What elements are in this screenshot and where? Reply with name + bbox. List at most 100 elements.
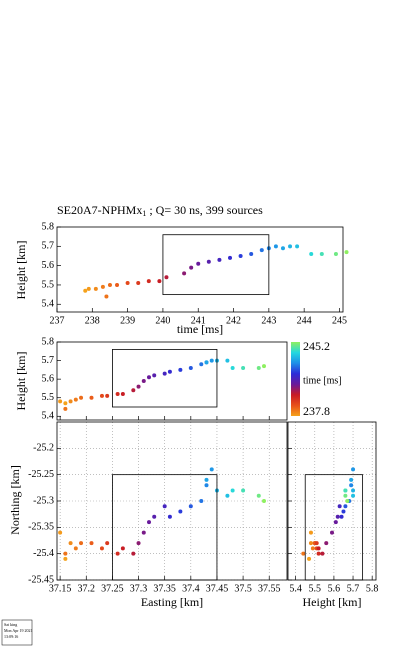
- x-tick-label: 242: [226, 315, 241, 326]
- source-point: [99, 546, 104, 551]
- source-point: [188, 504, 193, 509]
- source-point: [162, 504, 167, 509]
- title-suffix: ; Q= 30 ns, 399 sources: [146, 203, 263, 217]
- source-point: [345, 499, 350, 503]
- source-point: [339, 514, 344, 519]
- source-point: [204, 483, 209, 488]
- x-tick-label: 5.5: [309, 583, 322, 594]
- source-point: [335, 514, 340, 519]
- source-point: [105, 393, 110, 398]
- source-point: [152, 373, 157, 378]
- title-main: SE20A7-NPHMx: [57, 203, 142, 217]
- x-tick-label: 238: [85, 315, 100, 326]
- source-point: [241, 366, 246, 370]
- x-tick-label: 237: [50, 315, 65, 326]
- x-tick-label: 37.2: [78, 583, 96, 594]
- source-point: [295, 244, 300, 249]
- source-point: [308, 530, 313, 535]
- source-point: [58, 399, 63, 404]
- title-subscript: 1: [142, 209, 146, 218]
- x-tick-label: 37.3: [130, 583, 148, 594]
- y-tick-label: 5.8: [42, 221, 55, 232]
- source-point: [164, 275, 169, 280]
- x-tick-label: 240: [155, 315, 170, 326]
- source-point: [120, 546, 125, 551]
- source-point: [230, 488, 235, 493]
- source-point: [288, 244, 293, 249]
- source-point: [73, 397, 78, 402]
- x-tick-label: 243: [261, 315, 276, 326]
- source-point: [230, 366, 235, 370]
- source-point: [344, 250, 349, 255]
- y-tick-label: 5.5: [42, 392, 55, 403]
- colorbar-label: time [ms]: [303, 375, 342, 386]
- source-point: [167, 514, 172, 519]
- source-point: [63, 406, 68, 411]
- source-point: [178, 367, 183, 372]
- x-tick-label: 245: [332, 315, 347, 326]
- x-tick-label: 37.35: [153, 583, 176, 594]
- source-point: [152, 514, 157, 519]
- y-tick-label: -25.45: [28, 574, 54, 585]
- y-tick-label: 5.4: [42, 299, 55, 310]
- note-line: Sat king: [4, 622, 17, 627]
- plot-frame: [56, 341, 288, 421]
- source-point: [204, 477, 209, 482]
- source-point: [157, 279, 162, 284]
- source-point: [115, 551, 120, 556]
- source-point: [308, 541, 313, 546]
- source-point: [316, 546, 321, 551]
- y-axis-label: Height [km]: [14, 241, 28, 300]
- y-tick-label: 5.4: [42, 411, 55, 422]
- source-point: [68, 399, 73, 404]
- source-point: [343, 488, 348, 493]
- y-axis-label: Height [km]: [14, 352, 28, 411]
- note-line: Mon Apr 19 2021: [4, 628, 33, 633]
- source-point: [262, 499, 266, 503]
- source-point: [330, 530, 334, 535]
- source-point: [314, 541, 319, 546]
- source-point: [343, 493, 348, 498]
- y-tick-label: 5.7: [42, 241, 55, 252]
- x-tick-label: 5.6: [328, 583, 341, 594]
- source-point: [256, 366, 261, 370]
- x-tick-label: 37.4: [182, 583, 200, 594]
- x-tick-label: 5.4: [289, 583, 302, 594]
- source-point: [105, 541, 110, 546]
- source-point: [309, 252, 314, 257]
- source-point: [63, 401, 68, 406]
- source-point: [196, 261, 201, 266]
- y-tick-label: 5.6: [42, 260, 55, 271]
- y-tick-label: -25.3: [33, 495, 54, 506]
- source-point: [301, 551, 306, 556]
- source-point: [225, 493, 230, 498]
- source-point: [349, 483, 354, 488]
- x-tick-label: 37.5: [234, 583, 252, 594]
- colorbar: [291, 342, 300, 416]
- source-point: [68, 541, 73, 546]
- source-point: [199, 362, 204, 367]
- source-point: [241, 488, 246, 493]
- colorbar-max: 245.2: [303, 339, 330, 353]
- source-point: [280, 246, 285, 251]
- chart-title: SE20A7-NPHMx1 ; Q= 30 ns, 399 sources: [57, 203, 263, 218]
- source-point: [63, 556, 68, 561]
- source-point: [209, 467, 214, 472]
- source-point: [167, 369, 172, 374]
- source-point: [351, 488, 356, 493]
- x-axis-label: Easting [km]: [141, 595, 203, 609]
- source-point: [100, 284, 105, 289]
- source-point: [273, 244, 278, 249]
- source-point: [225, 358, 230, 363]
- source-point: [107, 282, 112, 287]
- source-point: [89, 541, 94, 546]
- source-point: [136, 541, 141, 546]
- zoom-box: [112, 349, 218, 408]
- x-tick-label: 37.45: [206, 583, 229, 594]
- y-tick-label: 5.6: [42, 373, 55, 384]
- source-point: [73, 546, 78, 551]
- y-tick-label: -25.25: [28, 469, 54, 480]
- colorbar-min: 237.8: [303, 404, 330, 418]
- source-point: [125, 281, 130, 286]
